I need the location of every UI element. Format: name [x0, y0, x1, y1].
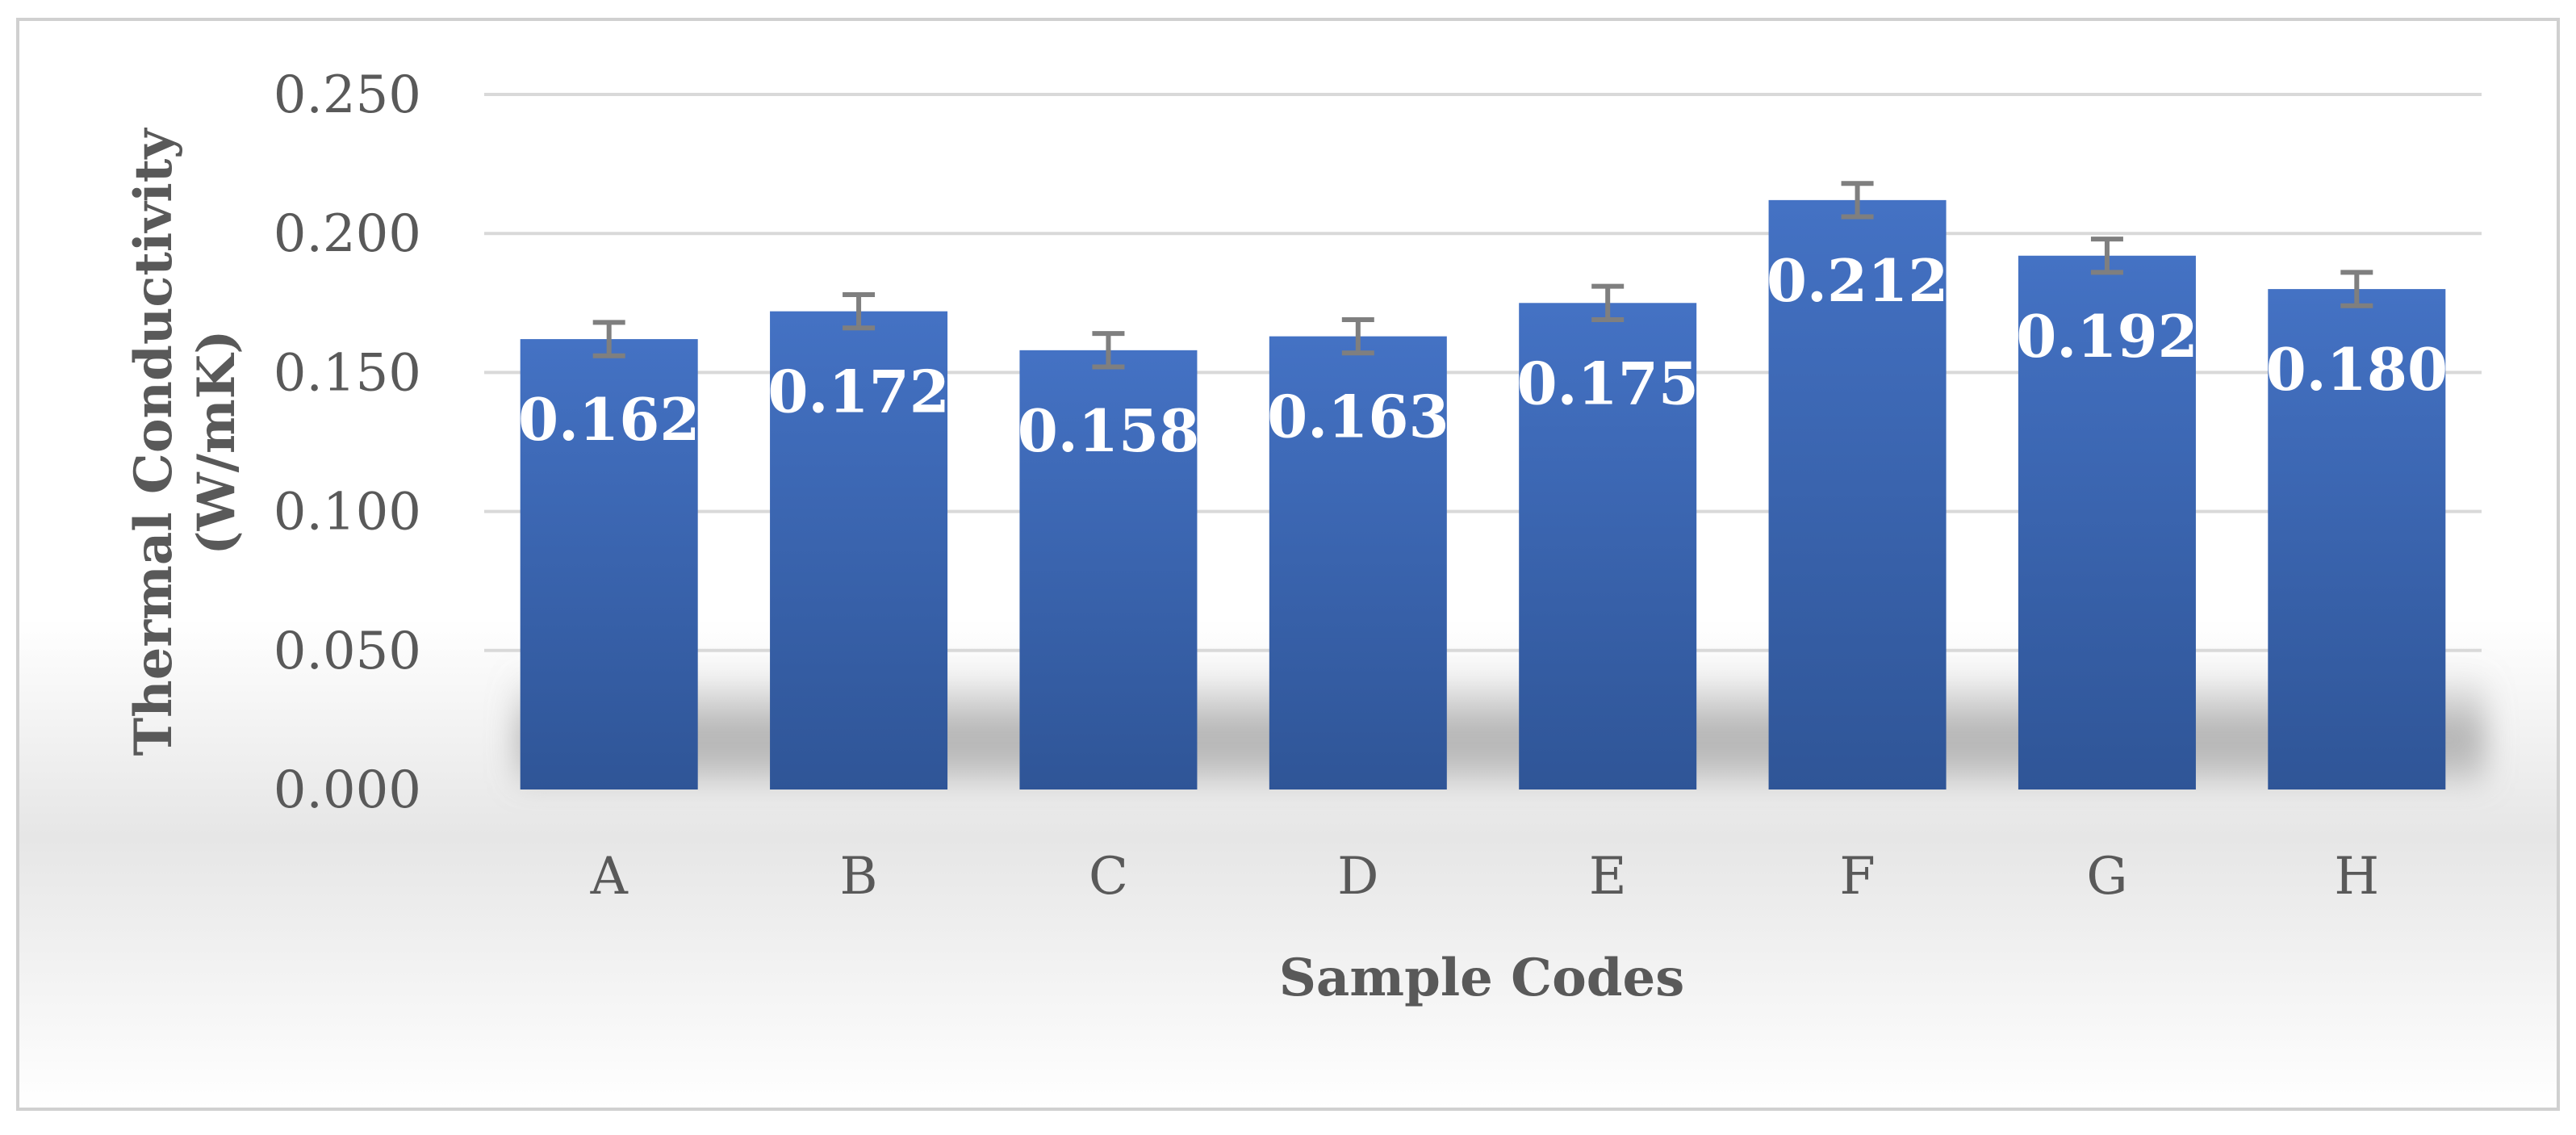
x-tick-label-A: A — [590, 847, 629, 907]
y-axis-title: Thermal Conductivity (W/mK) — [123, 128, 247, 756]
x-tick-label-E: E — [1589, 847, 1627, 907]
data-label-H: 0.180 — [2266, 335, 2448, 404]
bar-D — [1269, 336, 1447, 789]
y-axis-title-line2: (W/mK) — [186, 329, 247, 555]
error-bar-H — [2340, 270, 2373, 308]
bar-F — [1768, 199, 1947, 789]
y-tick-label: 0.250 — [274, 65, 421, 125]
y-axis-ticks: 0.000 0.050 0.100 0.150 0.200 0.250 — [274, 65, 421, 820]
data-label-G: 0.192 — [2016, 302, 2198, 371]
error-bar-D — [1341, 316, 1374, 356]
bar-E — [1519, 303, 1697, 789]
data-labels: 0.162 0.172 0.158 0.163 0.175 0.212 0.192 0.180 — [518, 246, 2448, 465]
data-label-D: 0.163 — [1267, 383, 1449, 451]
error-bar-C — [1092, 331, 1125, 370]
error-bar-F — [1841, 181, 1874, 220]
x-axis-title: Sample Codes — [1279, 948, 1685, 1008]
x-tick-label-C: C — [1089, 847, 1128, 907]
data-label-E: 0.175 — [1516, 349, 1698, 417]
bar-B — [770, 311, 948, 790]
y-tick-label: 0.050 — [274, 622, 421, 681]
y-tick-label: 0.000 — [274, 760, 421, 820]
y-tick-label: 0.100 — [274, 483, 421, 542]
x-tick-label-G: G — [2086, 847, 2127, 907]
error-bar-E — [1591, 283, 1625, 322]
x-tick-label-F: F — [1839, 847, 1875, 907]
bar-H — [2268, 289, 2446, 790]
x-tick-label-D: D — [1337, 847, 1378, 907]
x-tick-label-B: B — [840, 847, 878, 907]
data-label-F: 0.212 — [1767, 246, 1948, 315]
bars — [520, 199, 2446, 790]
y-axis-title-line1: Thermal Conductivity — [123, 128, 184, 756]
y-tick-label: 0.200 — [274, 204, 421, 264]
data-label-A: 0.162 — [518, 385, 700, 454]
data-label-B: 0.172 — [767, 358, 949, 426]
x-tick-label-H: H — [2334, 847, 2379, 907]
error-bar-G — [2090, 237, 2123, 275]
error-bar-A — [592, 320, 625, 358]
bar-A — [520, 339, 698, 789]
error-bars — [592, 181, 2373, 370]
x-axis-categories: A B C D E F G H — [590, 847, 2380, 907]
data-label-C: 0.158 — [1018, 396, 1199, 465]
bar-G — [2018, 255, 2196, 789]
y-tick-label: 0.150 — [274, 343, 421, 403]
bar-C — [1019, 350, 1198, 789]
error-bar-B — [843, 291, 876, 331]
